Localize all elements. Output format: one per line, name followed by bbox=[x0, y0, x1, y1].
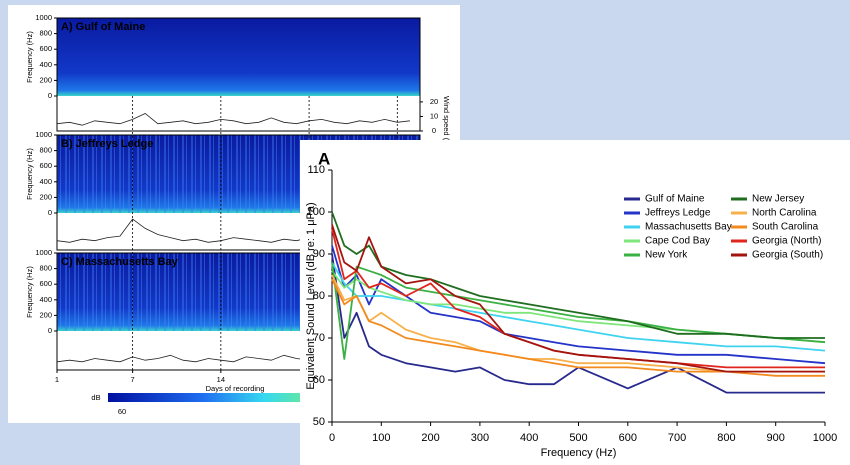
spectrogram bbox=[57, 18, 420, 96]
y2-tick-label: 10 bbox=[430, 111, 438, 120]
line-chart: 50 60 70 80 90 100 110 0 100 200 300 400 500 600 700 80… bbox=[305, 149, 837, 458]
panel-frame bbox=[56, 17, 421, 132]
y-tick-label: 60 bbox=[313, 374, 325, 386]
y-tick-label: 400 bbox=[39, 177, 52, 186]
x-tick-label: 900 bbox=[767, 432, 785, 444]
y-tick-label: 800 bbox=[39, 29, 52, 38]
y-tick-label: 200 bbox=[39, 310, 52, 319]
x-tick-label: 700 bbox=[668, 432, 686, 444]
x-tick-label: 600 bbox=[619, 432, 637, 444]
x-tick-label: 1000 bbox=[813, 432, 837, 444]
y-tick-label: 400 bbox=[39, 60, 52, 69]
x-tick-label: 200 bbox=[421, 432, 439, 444]
x-axis-label: Days of recording bbox=[206, 384, 265, 393]
y2-axis-label: Wind speed (m/ bbox=[442, 96, 451, 149]
x-tick-label: 14 bbox=[217, 375, 225, 384]
panel-title: B) Jeffreys Ledge bbox=[61, 138, 153, 150]
legend-label: Jeffreys Ledge bbox=[645, 208, 711, 219]
legend-label: New York bbox=[645, 250, 688, 261]
y-tick-label: 110 bbox=[307, 164, 325, 176]
right-panel-bg bbox=[300, 140, 850, 465]
x-tick-label: 300 bbox=[471, 432, 489, 444]
series-line bbox=[331, 262, 826, 360]
panel-title: C) Massachusetts Bay bbox=[61, 256, 179, 268]
colorbar-tick-label: 60 bbox=[118, 407, 126, 416]
y-tick-label: 0 bbox=[48, 208, 52, 217]
y-tick-label: 70 bbox=[313, 332, 325, 344]
legend-label: New Jersey bbox=[752, 194, 804, 205]
legend-label: Georgia (South) bbox=[752, 250, 823, 261]
y2-tick-label: 20 bbox=[430, 97, 438, 106]
series-line bbox=[331, 224, 825, 373]
colorbar-label: dB bbox=[91, 393, 100, 402]
y-tick-label: 50 bbox=[313, 416, 325, 428]
series-line bbox=[331, 211, 825, 339]
legend-label: Georgia (North) bbox=[752, 236, 821, 247]
legend-label: North Carolina bbox=[752, 208, 817, 219]
x-tick-label: 800 bbox=[717, 432, 735, 444]
y-tick-label: 1000 bbox=[35, 130, 52, 139]
y-tick-label: 400 bbox=[39, 295, 52, 304]
y-axis-label: Frequency (Hz) bbox=[25, 148, 34, 200]
y-tick-label: 100 bbox=[307, 206, 325, 218]
colorbar bbox=[108, 393, 420, 402]
x-tick-label: 7 bbox=[131, 375, 135, 384]
series-line bbox=[331, 278, 825, 377]
legend-label: South Carolina bbox=[752, 222, 819, 233]
y-tick-label: 90 bbox=[313, 248, 325, 260]
y2-tick-label: 0 bbox=[432, 126, 436, 135]
x-tick-label: 500 bbox=[569, 432, 587, 444]
y-tick-label: 0 bbox=[48, 326, 52, 335]
y-tick-label: 1000 bbox=[35, 13, 52, 22]
y-tick-label: 200 bbox=[39, 75, 52, 84]
panel-title: A) Gulf of Maine bbox=[61, 21, 145, 33]
x-tick-label: 400 bbox=[520, 432, 538, 444]
x-axis-label: Frequency (Hz) bbox=[541, 447, 617, 459]
y-tick-label: 800 bbox=[39, 264, 52, 273]
y-tick-label: 80 bbox=[313, 290, 325, 302]
x-tick-label: 100 bbox=[372, 432, 390, 444]
legend-label: Massachusetts Bay bbox=[645, 222, 732, 233]
y-tick-label: 800 bbox=[39, 146, 52, 155]
panel-label: A bbox=[318, 149, 330, 168]
y-axis-label: Frequency (Hz) bbox=[25, 266, 34, 318]
legend-label: Gulf of Maine bbox=[645, 194, 705, 205]
x-tick-label: 1 bbox=[55, 375, 59, 384]
series-line bbox=[331, 245, 826, 365]
y-tick-label: 600 bbox=[39, 44, 52, 53]
y-tick-label: 200 bbox=[39, 192, 52, 201]
x-tick-label: 0 bbox=[329, 432, 335, 444]
series-line bbox=[331, 261, 826, 352]
y-tick-label: 600 bbox=[39, 279, 52, 288]
y-tick-label: 1000 bbox=[35, 248, 52, 257]
y-axis-label: Frequency (Hz) bbox=[25, 31, 34, 83]
y-tick-label: 0 bbox=[48, 91, 52, 100]
legend-label: Cape Cod Bay bbox=[645, 236, 710, 247]
y-axis-label: Equivalent Sound Level (dB re: 1 μPa) bbox=[305, 202, 317, 389]
y-tick-label: 600 bbox=[39, 161, 52, 170]
wind-line bbox=[56, 113, 410, 126]
